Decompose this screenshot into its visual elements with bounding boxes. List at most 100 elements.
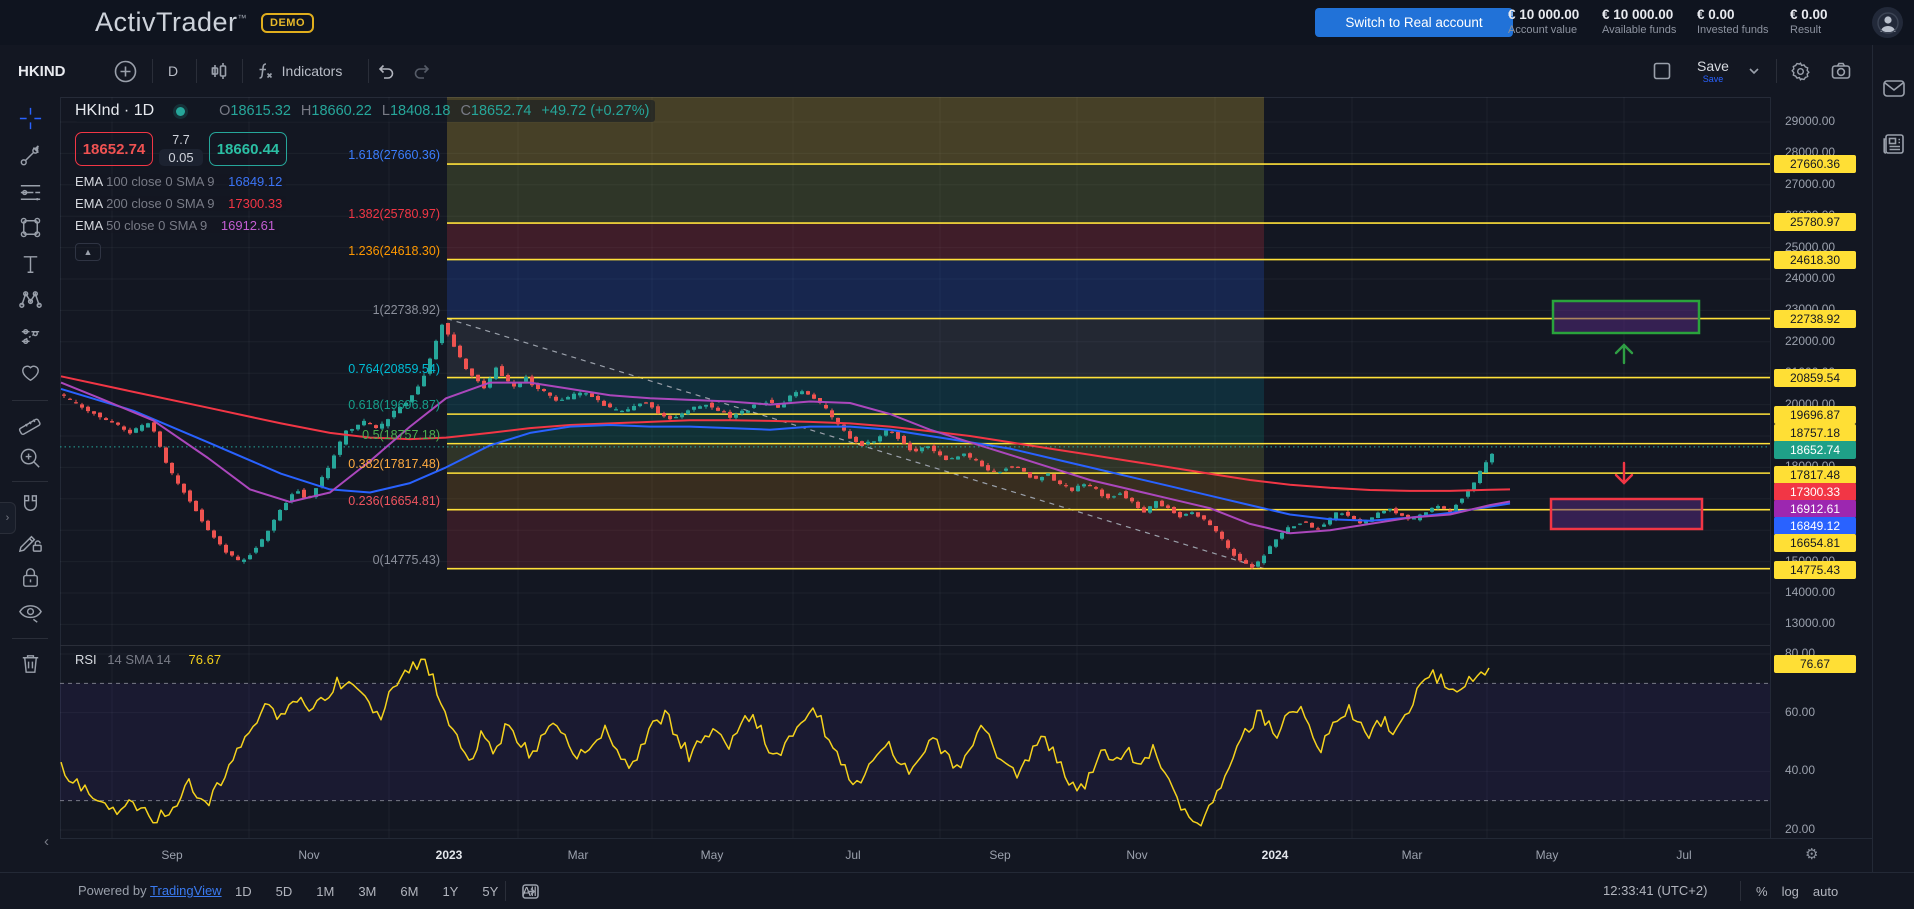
ema-name: EMA: [75, 218, 103, 233]
undo-button[interactable]: [372, 45, 400, 97]
ema-legend-row[interactable]: EMA 100 close 0 SMA 9 16849.12: [75, 174, 287, 189]
scale-button-log[interactable]: log: [1781, 884, 1799, 899]
symbol-button[interactable]: HKIND: [18, 62, 66, 80]
fib-band[interactable]: [447, 443, 1264, 474]
trend-line-tool[interactable]: [15, 140, 45, 170]
fib-band[interactable]: [447, 377, 1264, 415]
range-button-5y[interactable]: 5Y: [482, 884, 499, 899]
fib-level-label[interactable]: 1.382(25780.97): [348, 207, 440, 222]
price-badge: 25780.97: [1774, 213, 1856, 231]
redo-button[interactable]: [408, 45, 436, 97]
rsi-legend[interactable]: RSI 14 SMA 14 76.67: [75, 652, 221, 667]
news-icon[interactable]: [1881, 131, 1907, 162]
symbol-legend-row[interactable]: HKInd · 1D O 18615.32 H 18660.22 L 18408.18…: [75, 100, 656, 122]
fib-level-label[interactable]: 0.618(19696.87): [348, 398, 440, 413]
target-box-up[interactable]: [1551, 299, 1701, 335]
high-value: 18660.22: [311, 103, 372, 119]
range-button-3m[interactable]: 3M: [358, 884, 377, 899]
hide-drawings-tool[interactable]: [15, 598, 45, 628]
time-axis-settings-icon[interactable]: ⚙: [1805, 846, 1819, 863]
goto-date-icon[interactable]: [520, 881, 541, 905]
stat-label: Invested funds: [1697, 24, 1769, 36]
rsi-params: 14 SMA 14: [107, 652, 171, 667]
lock-drawings-tool[interactable]: [15, 562, 45, 592]
target-box-down[interactable]: [1549, 497, 1704, 531]
emoji-tool[interactable]: [15, 357, 45, 387]
fib-band[interactable]: [447, 164, 1264, 224]
ema100-line[interactable]: [60, 387, 1511, 522]
clock-display[interactable]: 12:33:41 (UTC+2): [1603, 883, 1708, 898]
magnet-tool[interactable]: [15, 490, 45, 520]
chart-canvas[interactable]: [60, 97, 1770, 838]
chart-area[interactable]: [60, 97, 1770, 838]
fib-level-label[interactable]: 0.236(16654.81): [348, 493, 440, 508]
arrow-down-drawing[interactable]: [1614, 461, 1634, 485]
fib-band[interactable]: [447, 318, 1264, 378]
fib-retracement-tool[interactable]: [15, 177, 45, 207]
tradingview-link[interactable]: TradingView: [150, 883, 222, 898]
fib-level-label[interactable]: 1.618(27660.36): [348, 148, 440, 163]
mail-icon[interactable]: [1881, 75, 1907, 106]
fib-band[interactable]: [447, 509, 1264, 569]
fib-trend-line[interactable]: [446, 318, 1265, 570]
price-axis[interactable]: 29000.0028000.0027000.0026000.0025000.00…: [1770, 97, 1873, 838]
symbol-add-icon[interactable]: [112, 45, 138, 97]
remove-drawings-tool[interactable]: [15, 648, 45, 678]
footer-separator: [1740, 881, 1741, 901]
pane-separator[interactable]: [60, 645, 1872, 646]
fib-level-label[interactable]: 0.764(20859.54): [348, 361, 440, 376]
screenshot-camera-icon[interactable]: [1826, 45, 1856, 97]
range-button-6m[interactable]: 6M: [400, 884, 419, 899]
legend-collapse-button[interactable]: ▲: [75, 243, 101, 261]
ruler-tool[interactable]: [15, 407, 45, 437]
text-tool[interactable]: [15, 249, 45, 279]
fib-level-label[interactable]: 0.382(17817.48): [348, 457, 440, 472]
right-sidebar: [1872, 45, 1914, 872]
ema-legend-row[interactable]: EMA 200 close 0 SMA 9 17300.33: [75, 196, 287, 211]
avatar[interactable]: [1872, 7, 1903, 38]
save-menu-chevron-icon[interactable]: [1744, 45, 1764, 97]
logo-text: ActivTrader: [95, 7, 238, 37]
range-button-1y[interactable]: 1Y: [442, 884, 459, 899]
fib-band[interactable]: [447, 259, 1264, 319]
ema-legend-row[interactable]: EMA 50 close 0 SMA 9 16912.61: [75, 218, 280, 233]
forecast-tool[interactable]: [15, 321, 45, 351]
range-button-5d[interactable]: 5D: [275, 884, 293, 899]
time-label: 2023: [435, 848, 463, 862]
ema50-line[interactable]: [60, 381, 1511, 535]
drawing-mode-tool[interactable]: [15, 526, 45, 556]
crosshair-tool[interactable]: [15, 103, 45, 133]
time-axis[interactable]: Sep Nov 2023 Mar May Jul Sep Nov 2024 Mar May Jul: [60, 838, 1872, 873]
time-label: Nov: [1126, 848, 1148, 862]
footer-bar: Powered by TradingView 1D 5D 1M 3M 6M 1Y 5Y All…: [0, 872, 1914, 909]
price-badge: 17817.48: [1774, 466, 1856, 484]
scale-button-auto[interactable]: auto: [1812, 884, 1839, 899]
buy-button[interactable]: 18660.44: [209, 132, 287, 166]
fib-level-label[interactable]: 1(22738.92): [372, 302, 440, 317]
arrow-up-drawing[interactable]: [1614, 343, 1634, 365]
sidebar-collapse-handle[interactable]: ›: [0, 502, 16, 534]
fib-level-label[interactable]: 0(14775.43): [372, 552, 440, 567]
indicators-button[interactable]: Indicators: [252, 45, 344, 97]
shapes-tool[interactable]: [15, 212, 45, 242]
fib-level-label[interactable]: 1.236(24618.30): [348, 243, 440, 258]
chart-style-icon[interactable]: [206, 45, 232, 97]
stat-label: Account value: [1508, 24, 1578, 36]
sell-button[interactable]: 18652.74: [75, 132, 153, 166]
save-button[interactable]: Save Save: [1690, 45, 1736, 97]
layout-select-button[interactable]: [1648, 45, 1676, 97]
range-button-1m[interactable]: 1M: [316, 884, 335, 899]
trademark: ™: [237, 13, 248, 23]
settings-gear-icon[interactable]: [1786, 45, 1814, 97]
fib-band[interactable]: [447, 223, 1264, 260]
interval-button[interactable]: D: [167, 63, 179, 79]
range-button-1d[interactable]: 1D: [235, 884, 252, 899]
bottom-collapse-handle[interactable]: ‹: [44, 833, 49, 850]
fib-level-label[interactable]: 0.5(18757.18): [362, 427, 440, 442]
switch-to-real-button[interactable]: Switch to Real account: [1315, 8, 1513, 37]
ema-params: 50 close 0 SMA 9: [106, 218, 208, 233]
zoom-in-tool[interactable]: [15, 443, 45, 473]
scale-button-%[interactable]: %: [1756, 884, 1768, 899]
pattern-xabcd-tool[interactable]: [15, 284, 45, 314]
time-label: Mar: [1401, 848, 1423, 862]
